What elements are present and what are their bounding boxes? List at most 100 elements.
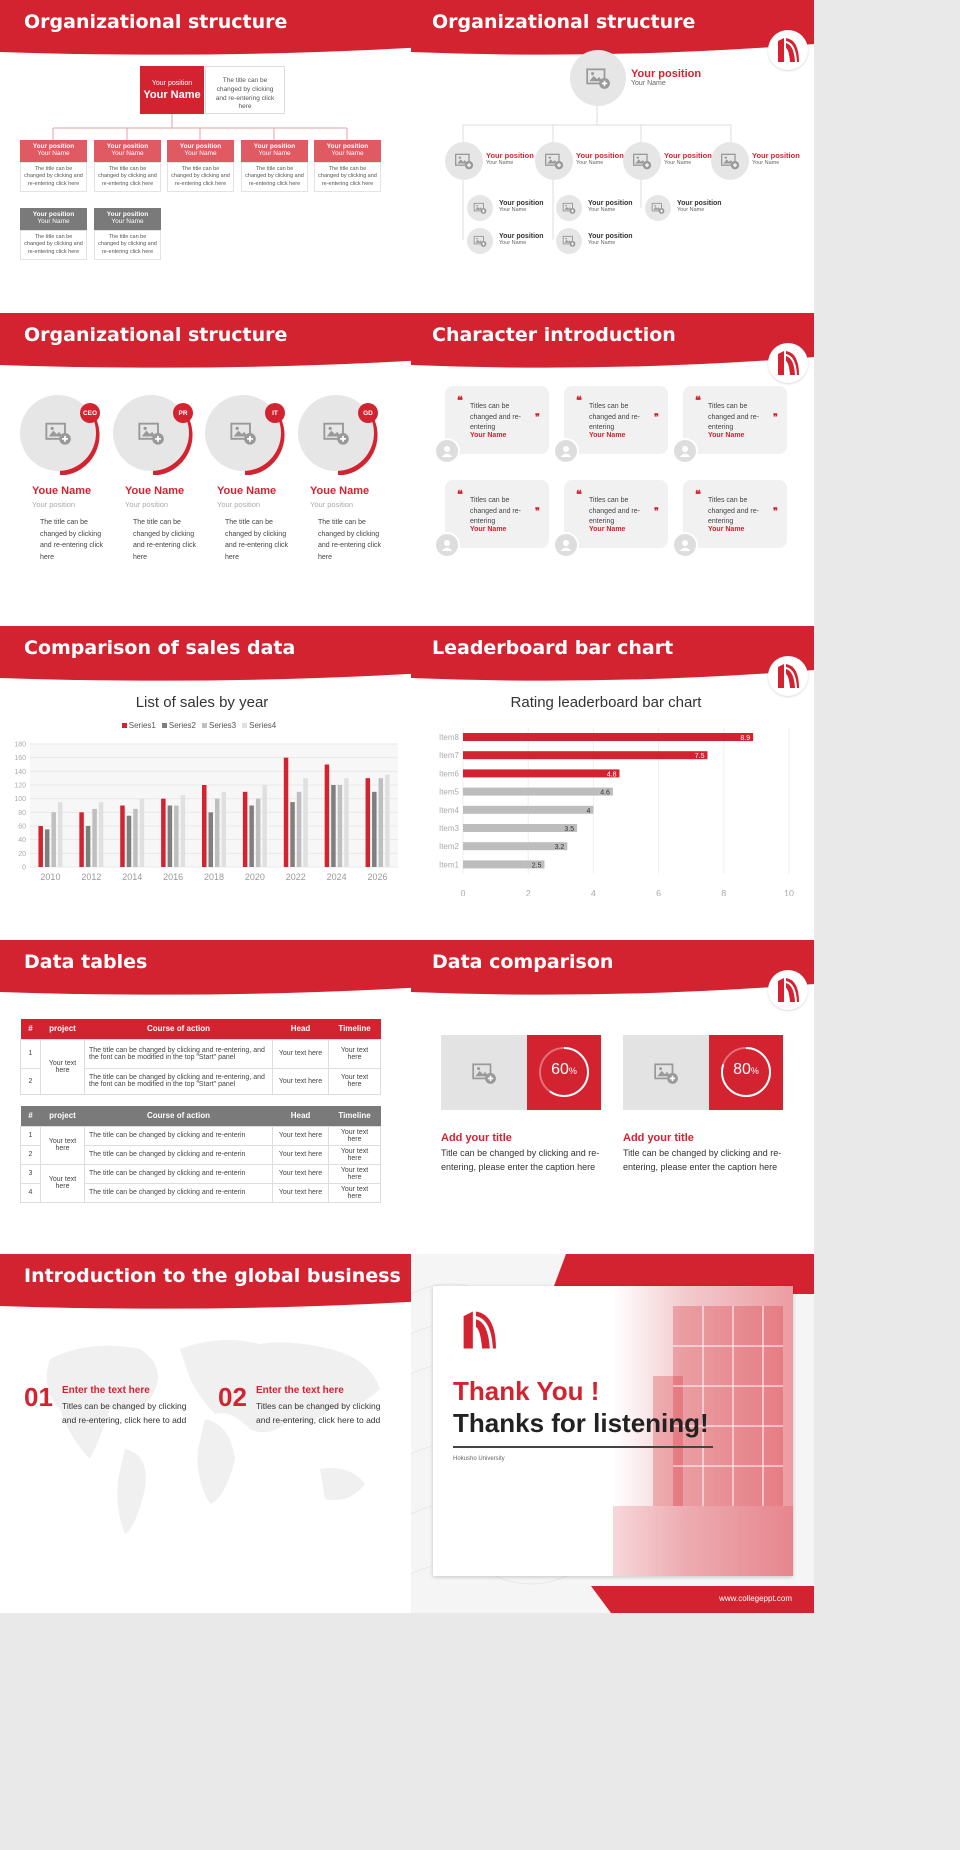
- person-position: Your position: [125, 500, 169, 509]
- bar-series1-2018: [202, 785, 207, 867]
- x-tick-label: 2016: [163, 872, 183, 882]
- image-placeholder-icon: [654, 1062, 678, 1084]
- x-tick-label: 2026: [368, 872, 388, 882]
- x-tick-label: 6: [656, 889, 661, 896]
- person-avatar: PR: [113, 395, 193, 475]
- person-avatar: GD: [298, 395, 378, 475]
- divider: [453, 1446, 713, 1448]
- col-header: project: [49, 1111, 76, 1121]
- percent-box: 80%: [709, 1035, 783, 1110]
- x-tick-label: 2014: [122, 872, 142, 882]
- card-text: Titles can be changed and re-entering: [470, 403, 521, 431]
- member-name: Your Name: [37, 150, 70, 157]
- item-number: 02: [218, 1382, 247, 1412]
- category-label: Item4: [439, 806, 460, 815]
- data-label: 4: [586, 808, 590, 815]
- image-placeholder-icon: [651, 202, 665, 214]
- website-url[interactable]: www.collegeppt.com: [719, 1594, 792, 1603]
- legend-label: Series3: [209, 721, 237, 730]
- bar-series3-2010: [51, 812, 56, 867]
- card-name: Your Name: [589, 432, 626, 439]
- member-position: Your position: [32, 211, 75, 218]
- legend-item: Series2: [161, 721, 196, 730]
- slide-title: Organizational structure: [432, 11, 696, 33]
- data-table-2: # project Course of action Head Timeline…: [20, 1106, 381, 1203]
- image-placeholder-icon: [230, 422, 256, 445]
- y-tick-label: 20: [18, 851, 26, 858]
- quote-close-icon: ❞: [654, 507, 659, 517]
- slide-22: Organizational structure Your position Y…: [0, 0, 475, 359]
- slide-title: Organizational structure: [24, 11, 288, 33]
- quote-open-icon: ❝: [695, 394, 701, 407]
- member-name: Your Name: [588, 207, 616, 213]
- character-card: ❝ Titles can be changed and re-entering ❞ Y…: [683, 386, 787, 454]
- card-text: Titles can be changed and re-entering: [708, 497, 759, 525]
- head-cell: Your text here: [272, 1038, 329, 1069]
- category-label: Item3: [439, 824, 460, 833]
- slide-24: Organizational structure CEO Youe Name You…: [0, 313, 475, 672]
- level3-member: Your position Your Name: [588, 233, 633, 246]
- bar-series3-2016: [174, 805, 179, 867]
- table-row: 1 Your text here The title can be change…: [20, 1125, 381, 1165]
- chart-title: Rating leaderboard bar chart: [510, 694, 702, 711]
- org-member-card: Your position Your Name The title can be c…: [94, 140, 161, 192]
- col-header: Course of action: [146, 1111, 211, 1121]
- member-desc: The title can be changed by clicking and…: [20, 230, 87, 260]
- percent-value: 80%: [733, 1061, 759, 1078]
- level2-member: Your position Your Name: [486, 151, 534, 166]
- bar-series2-2014: [126, 815, 132, 867]
- y-tick-label: 40: [18, 837, 26, 844]
- thank-you-heading: Thank You !: [453, 1376, 600, 1406]
- legend-label: Series1: [128, 721, 156, 730]
- timeline-cell: Your text here: [328, 1144, 381, 1165]
- col-header: Timeline: [338, 1024, 371, 1034]
- x-tick-label: 0: [460, 889, 465, 896]
- university-logo: [768, 30, 808, 70]
- member-position: Your position: [32, 143, 75, 150]
- x-tick-label: 2024: [327, 872, 347, 882]
- bar-item6: [463, 769, 620, 778]
- member-position: Your position: [179, 143, 222, 150]
- member-name: Your Name: [499, 240, 527, 246]
- member-name: Your Name: [752, 160, 780, 166]
- col-header: Head: [290, 1111, 311, 1121]
- level3-member: Your position Your Name: [499, 200, 544, 213]
- person-avatar: [553, 438, 579, 464]
- chart-title: List of sales by year: [135, 694, 269, 711]
- x-tick-label: 4: [591, 889, 596, 896]
- head-cell: Your text here: [272, 1144, 329, 1165]
- university-logo: [768, 343, 808, 383]
- avatar-placeholder: [535, 142, 573, 180]
- timeline-cell: Your text here: [328, 1163, 381, 1184]
- member-name: Your Name: [588, 240, 616, 246]
- item-desc: Title can be changed by clicking and re-…: [623, 1148, 782, 1172]
- university-logo: [768, 970, 808, 1010]
- bar-series1-2010: [38, 826, 43, 867]
- slide-title: Data comparison: [432, 951, 614, 973]
- member-desc: The title can be changed by clicking and…: [94, 230, 161, 260]
- member-position: Your position: [499, 233, 544, 240]
- level2-member: Your position Your Name: [664, 151, 712, 166]
- bar-series4-2014: [139, 798, 145, 867]
- item-number: 01: [24, 1382, 53, 1412]
- item-desc: Titles can be changed by clicking and re…: [62, 1401, 187, 1425]
- item-title: Enter the text here: [256, 1385, 344, 1396]
- org-member-card: Your position Your Name The title can be c…: [94, 208, 161, 260]
- quote-close-icon: ❞: [535, 413, 540, 423]
- bar-series3-2022: [296, 791, 302, 867]
- member-position: Your position: [253, 143, 296, 150]
- member-desc: The title can be changed by clicking and…: [167, 162, 234, 192]
- legend-swatch: [161, 723, 167, 728]
- card-text: Titles can be changed and re-entering: [589, 403, 640, 431]
- slide-title: Data tables: [24, 951, 148, 973]
- bar-series4-2018: [221, 791, 226, 867]
- bar-series3-2024: [337, 785, 343, 867]
- bar-series4-2010: [57, 802, 63, 867]
- avatar-placeholder: [711, 142, 749, 180]
- person-icon: [441, 540, 453, 551]
- member-name: Your Name: [576, 160, 604, 166]
- project-cell: Your text here: [40, 1163, 85, 1203]
- table-row: 2 The title can be changed by clicking a…: [20, 1144, 381, 1165]
- y-tick-label: 160: [14, 755, 26, 762]
- member-name: Your Name: [111, 150, 144, 157]
